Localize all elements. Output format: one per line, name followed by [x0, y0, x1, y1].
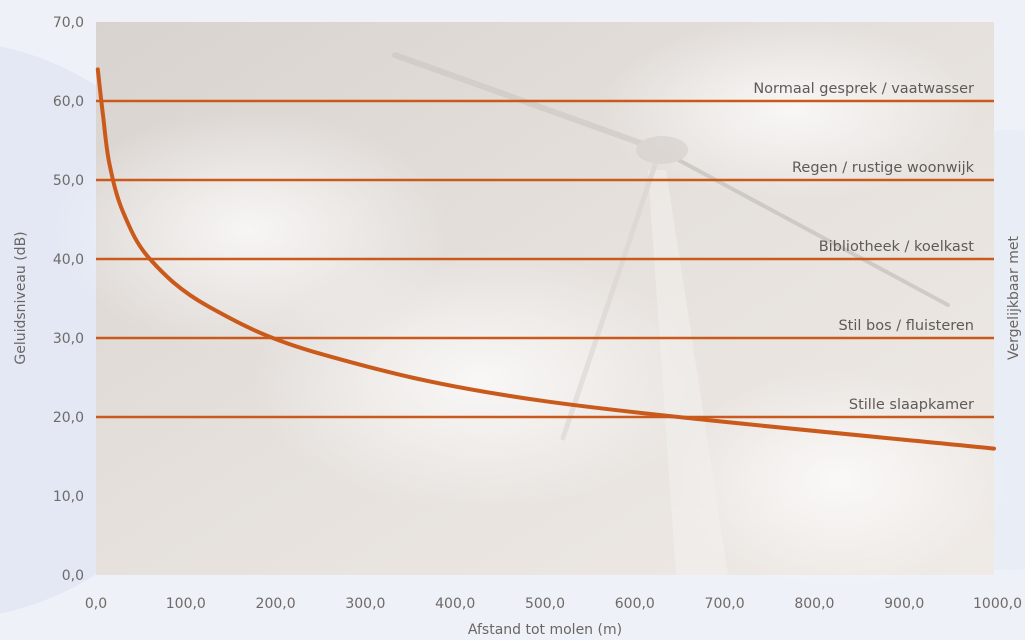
reference-line-label: Bibliotheek / koelkast: [819, 239, 975, 255]
x-tick-label: 700,0: [705, 596, 745, 612]
y-tick-label: 10,0: [53, 489, 84, 505]
x-tick-label: 0,0: [85, 596, 107, 612]
y-tick-label: 70,0: [53, 15, 84, 31]
reference-line-label: Stil bos / fluisteren: [838, 318, 974, 334]
x-tick-label: 300,0: [345, 596, 385, 612]
reference-lines: Normaal gesprek / vaatwasser Regen / rust…: [96, 81, 994, 419]
y-axis-label: Geluidsniveau (dB): [13, 231, 29, 364]
x-tick-label: 600,0: [615, 596, 655, 612]
series-line: [95, 67, 996, 451]
right-axis-label: Vergelijkbaar met: [1006, 236, 1022, 360]
y-tick-labels: 0,0 10,0 20,0 30,0 40,0 50,0 60,0 70,0: [53, 15, 84, 584]
x-tick-label: 1000,0: [973, 596, 1022, 612]
y-tick-label: 20,0: [53, 410, 84, 426]
x-tick-label: 900,0: [884, 596, 924, 612]
series: [95, 67, 996, 451]
y-tick-label: 60,0: [53, 94, 84, 110]
wind-turbine-illustration: [392, 52, 950, 575]
x-tick-labels: 0,0 100,0 200,0 300,0 400,0 500,0 600,0 700,0 80…: [85, 596, 1022, 612]
y-tick-label: 40,0: [53, 252, 84, 268]
reference-line-label: Regen / rustige woonwijk: [792, 160, 975, 176]
x-tick-label: 200,0: [256, 596, 296, 612]
reference-line-label: Normaal gesprek / vaatwasser: [753, 81, 974, 97]
x-tick-label: 100,0: [166, 596, 206, 612]
x-tick-label: 400,0: [435, 596, 475, 612]
x-tick-label: 500,0: [525, 596, 565, 612]
y-tick-label: 50,0: [53, 173, 84, 189]
reference-line-label: Stille slaapkamer: [849, 397, 974, 413]
y-tick-label: 0,0: [62, 568, 84, 584]
y-tick-label: 30,0: [53, 331, 84, 347]
x-axis-label: Afstand tot molen (m): [468, 622, 622, 638]
x-tick-label: 800,0: [794, 596, 834, 612]
